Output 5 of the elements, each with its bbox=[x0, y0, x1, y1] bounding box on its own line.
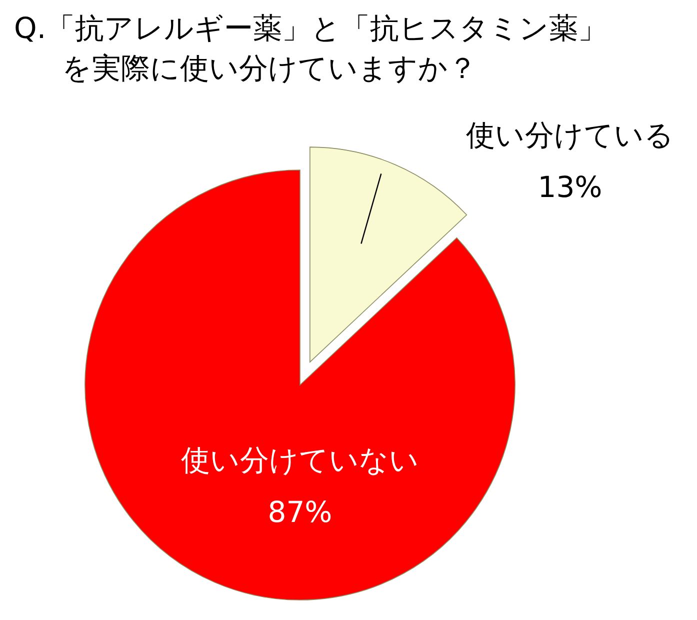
data-label: 87% bbox=[268, 495, 332, 529]
chart-title: Q.「抗アレルギー薬」と「抗ヒスタミン薬」を実際に使い分けていますか？ bbox=[14, 10, 608, 87]
data-label: 13% bbox=[538, 170, 602, 204]
slice-label: 使い分けている bbox=[466, 118, 674, 152]
slice-label: 使い分けていない bbox=[181, 443, 419, 477]
